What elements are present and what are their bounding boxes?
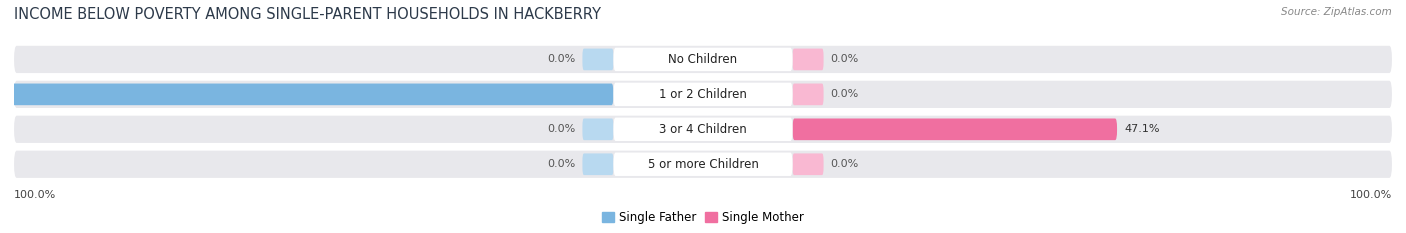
FancyBboxPatch shape (793, 49, 824, 70)
FancyBboxPatch shape (793, 84, 824, 105)
FancyBboxPatch shape (14, 81, 1392, 108)
Text: 0.0%: 0.0% (831, 55, 859, 64)
FancyBboxPatch shape (793, 154, 824, 175)
Text: 5 or more Children: 5 or more Children (648, 158, 758, 171)
Text: Source: ZipAtlas.com: Source: ZipAtlas.com (1281, 7, 1392, 17)
FancyBboxPatch shape (582, 118, 613, 140)
Text: 3 or 4 Children: 3 or 4 Children (659, 123, 747, 136)
Legend: Single Father, Single Mother: Single Father, Single Mother (598, 206, 808, 229)
Text: 0.0%: 0.0% (547, 159, 575, 169)
FancyBboxPatch shape (613, 83, 793, 106)
Text: 0.0%: 0.0% (547, 55, 575, 64)
Text: 100.0%: 100.0% (1350, 190, 1392, 200)
FancyBboxPatch shape (582, 154, 613, 175)
FancyBboxPatch shape (793, 118, 1116, 140)
FancyBboxPatch shape (14, 116, 1392, 143)
Text: 1 or 2 Children: 1 or 2 Children (659, 88, 747, 101)
Text: No Children: No Children (668, 53, 738, 66)
FancyBboxPatch shape (14, 151, 1392, 178)
Text: 47.1%: 47.1% (1123, 124, 1160, 134)
FancyBboxPatch shape (613, 48, 793, 71)
FancyBboxPatch shape (0, 84, 613, 105)
Text: 0.0%: 0.0% (547, 124, 575, 134)
Text: 0.0%: 0.0% (831, 89, 859, 99)
Text: INCOME BELOW POVERTY AMONG SINGLE-PARENT HOUSEHOLDS IN HACKBERRY: INCOME BELOW POVERTY AMONG SINGLE-PARENT… (14, 7, 600, 22)
FancyBboxPatch shape (14, 46, 1392, 73)
FancyBboxPatch shape (613, 153, 793, 176)
Text: 0.0%: 0.0% (831, 159, 859, 169)
FancyBboxPatch shape (613, 118, 793, 141)
FancyBboxPatch shape (582, 49, 613, 70)
Text: 100.0%: 100.0% (14, 190, 56, 200)
